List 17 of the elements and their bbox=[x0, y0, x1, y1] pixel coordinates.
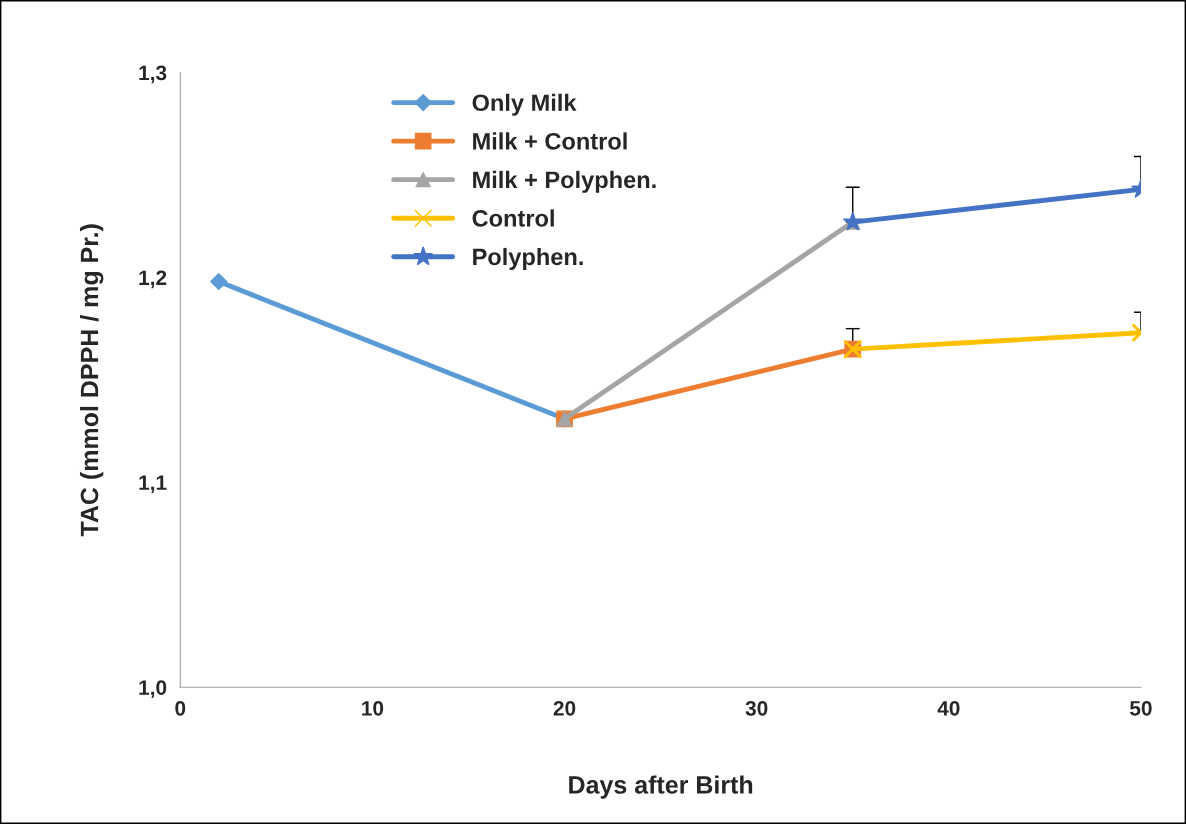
legend-label: Only Milk bbox=[472, 93, 577, 116]
legend-label: Milk + Polyphen. bbox=[473, 170, 656, 193]
y-tick-label: 1,0 bbox=[139, 680, 167, 698]
y-tick-label: 1,2 bbox=[139, 270, 167, 289]
y-axis-title: TAC (mmol DPPH / mg Pr.) bbox=[79, 224, 104, 537]
x-tick-label: 20 bbox=[553, 700, 576, 716]
x-tick-label: 10 bbox=[362, 700, 384, 716]
x-tick-label: 50 bbox=[1129, 700, 1152, 716]
legend-label: Control bbox=[472, 209, 554, 227]
y-tick-label: 1,1 bbox=[139, 475, 167, 494]
legend-label: Polyphen. bbox=[473, 247, 583, 270]
legend-label: Milk + Control bbox=[473, 132, 627, 150]
x-tick-label: 0 bbox=[175, 700, 186, 716]
x-tick-label: 40 bbox=[937, 700, 960, 716]
x-axis-title: Days after Birth bbox=[569, 775, 753, 799]
x-tick-label: 30 bbox=[745, 700, 768, 716]
y-tick-label: 1,3 bbox=[139, 65, 167, 84]
